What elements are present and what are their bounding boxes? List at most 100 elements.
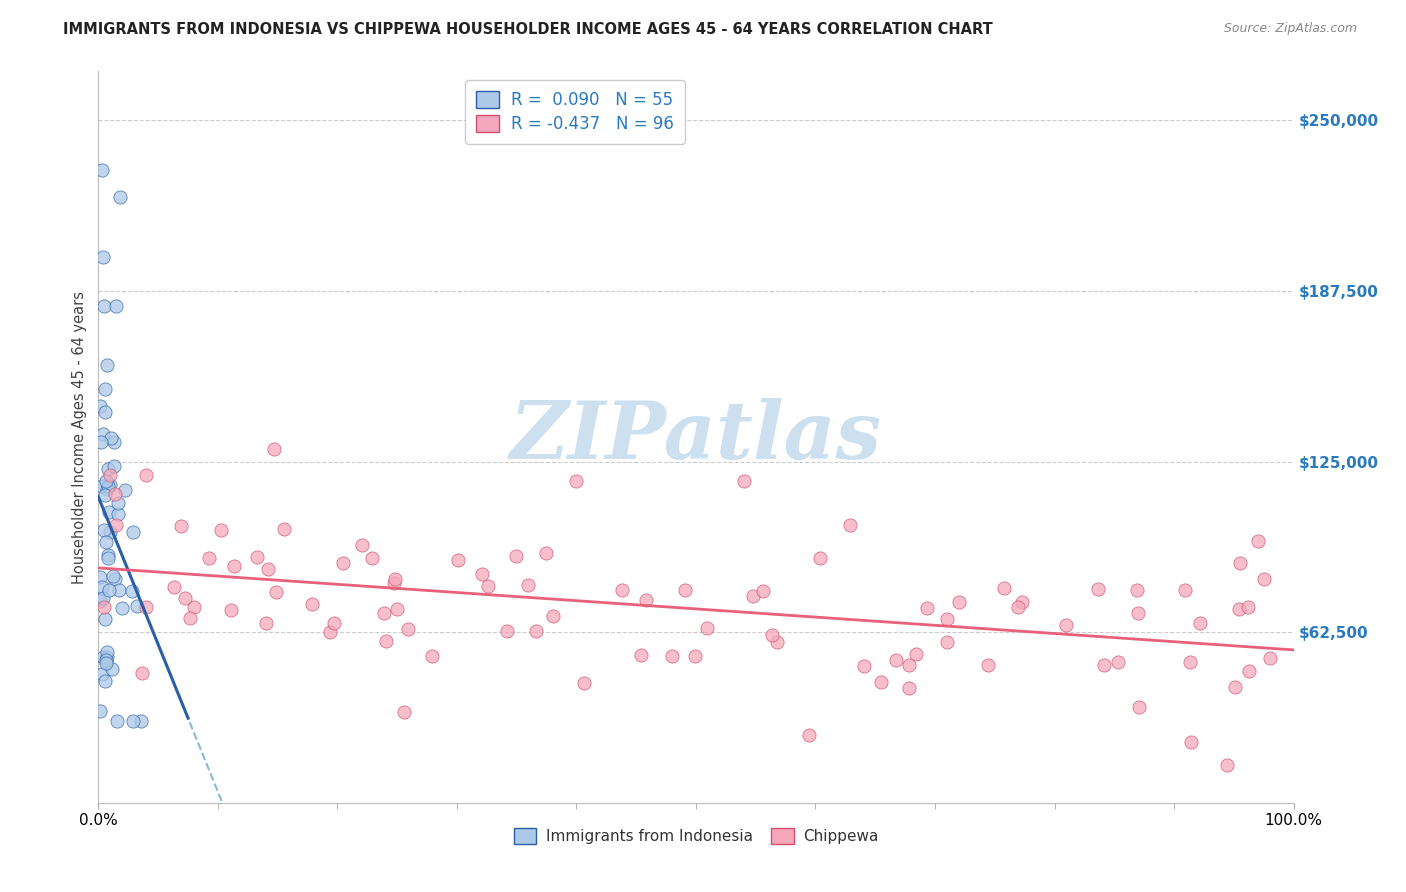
Point <box>733 474 755 488</box>
Point <box>96 649 118 664</box>
Point <box>420 649 443 664</box>
Point <box>107 507 129 521</box>
Point <box>93 599 115 614</box>
Point <box>246 550 269 565</box>
Point <box>1216 757 1239 772</box>
Point <box>98 478 121 492</box>
Point <box>696 621 718 635</box>
Point <box>1229 556 1251 570</box>
Point <box>742 590 765 604</box>
Point <box>173 591 195 605</box>
Point <box>162 580 184 594</box>
Y-axis label: Householder Income Ages 45 - 64 years: Householder Income Ages 45 - 64 years <box>72 291 87 583</box>
Point <box>323 615 346 630</box>
Point <box>91 162 114 177</box>
Point <box>319 625 342 640</box>
Point <box>104 517 127 532</box>
Point <box>870 675 893 690</box>
Point <box>90 667 112 681</box>
Point <box>524 624 547 639</box>
Point <box>1253 572 1275 586</box>
Point <box>131 666 153 681</box>
Point <box>131 714 153 728</box>
Point <box>517 578 540 592</box>
Point <box>98 582 121 597</box>
Point <box>673 583 696 598</box>
Point <box>97 550 120 565</box>
Point <box>683 648 706 663</box>
Point <box>183 599 205 614</box>
Point <box>209 523 232 537</box>
Point <box>446 553 468 567</box>
Point <box>98 524 121 539</box>
Point <box>301 597 323 611</box>
Point <box>471 566 494 581</box>
Point <box>396 622 419 636</box>
Point <box>374 633 396 648</box>
Point <box>94 534 117 549</box>
Point <box>135 600 157 615</box>
Point <box>761 628 783 642</box>
Point <box>94 488 117 502</box>
Point <box>91 591 114 606</box>
Text: Source: ZipAtlas.com: Source: ZipAtlas.com <box>1223 22 1357 36</box>
Point <box>91 650 114 665</box>
Point <box>219 603 242 617</box>
Point <box>1092 658 1115 673</box>
Point <box>89 704 111 718</box>
Point <box>1174 582 1197 597</box>
Point <box>797 729 820 743</box>
Text: IMMIGRANTS FROM INDONESIA VS CHIPPEWA HOUSEHOLDER INCOME AGES 45 - 64 YEARS CORR: IMMIGRANTS FROM INDONESIA VS CHIPPEWA HO… <box>63 22 993 37</box>
Point <box>170 519 193 533</box>
Point <box>108 190 131 204</box>
Point <box>1054 618 1077 632</box>
Legend: Immigrants from Indonesia, Chippewa: Immigrants from Indonesia, Chippewa <box>508 822 884 850</box>
Point <box>898 657 921 672</box>
Point <box>886 653 908 667</box>
Point <box>96 358 118 372</box>
Point <box>361 550 384 565</box>
Point <box>897 681 920 695</box>
Point <box>373 607 395 621</box>
Point <box>534 546 557 560</box>
Point <box>104 487 127 501</box>
Text: ZIPatlas: ZIPatlas <box>510 399 882 475</box>
Point <box>1128 606 1150 620</box>
Point <box>93 673 115 688</box>
Point <box>107 496 129 510</box>
Point <box>90 434 112 449</box>
Point <box>263 442 285 456</box>
Point <box>1237 664 1260 678</box>
Point <box>1223 681 1246 695</box>
Point <box>1188 615 1211 630</box>
Point <box>808 551 831 566</box>
Point <box>121 584 143 599</box>
Point <box>254 615 277 630</box>
Point <box>96 475 118 489</box>
Point <box>1128 700 1150 714</box>
Point <box>108 582 131 597</box>
Point <box>105 714 128 728</box>
Point <box>264 585 287 599</box>
Point <box>91 426 114 441</box>
Point <box>98 468 122 483</box>
Point <box>135 468 157 483</box>
Point <box>89 399 111 413</box>
Point <box>385 602 408 616</box>
Point <box>915 600 938 615</box>
Point <box>505 549 527 563</box>
Point <box>93 299 115 313</box>
Point <box>103 459 125 474</box>
Point <box>179 611 201 625</box>
Point <box>1011 595 1033 609</box>
Point <box>1125 583 1147 598</box>
Point <box>94 657 117 671</box>
Point <box>766 635 789 649</box>
Point <box>89 594 111 608</box>
Point <box>752 583 775 598</box>
Point <box>96 482 118 496</box>
Point <box>661 648 683 663</box>
Point <box>382 576 405 591</box>
Point <box>90 580 112 594</box>
Point <box>91 479 114 493</box>
